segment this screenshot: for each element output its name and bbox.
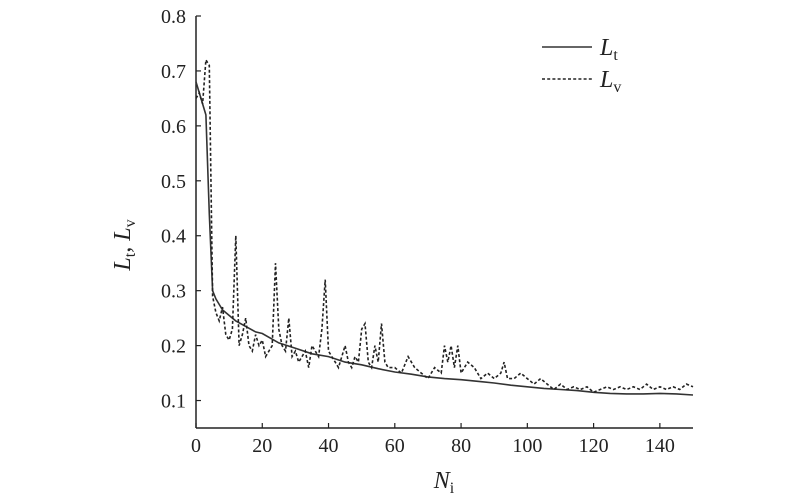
y-tick-label: 0.3 (161, 281, 186, 303)
x-tick-label: 0 (191, 435, 201, 457)
series-line-lt (195, 81, 694, 396)
y-ticks: 0.1 0.2 0.3 0.4 0.5 0.6 0.7 0.8 (161, 6, 201, 413)
x-ticks: 0 20 40 60 80 100 120 140 (191, 423, 675, 457)
legend-entry-lt: Lt (542, 35, 618, 64)
y-tick-label: 0.8 (161, 6, 186, 28)
x-axis-label: Ni (433, 468, 455, 497)
x-tick-label: 40 (319, 435, 339, 457)
y-axis-label-main-1: L (110, 257, 136, 271)
legend-entry-lv: Lv (542, 67, 621, 96)
y-axis-label: Lt, Lv (110, 219, 139, 271)
y-axis-label-sub-2: v (122, 219, 139, 227)
y-axis-label-main-2: L (110, 227, 136, 241)
legend-label-lt: Lt (599, 35, 618, 64)
x-tick-label: 60 (385, 435, 405, 457)
x-axis-label-main: N (433, 468, 452, 494)
series-line-lv (195, 57, 694, 394)
legend-label-lv: Lv (599, 67, 621, 96)
legend-label-lt-main: L (599, 35, 613, 61)
legend-label-lt-sub: t (613, 47, 618, 64)
y-tick-label: 0.7 (161, 61, 186, 83)
y-tick-label: 0.6 (161, 116, 186, 138)
legend-label-lv-sub: v (613, 79, 621, 96)
x-tick-label: 20 (252, 435, 272, 457)
x-tick-label: 100 (512, 435, 542, 457)
y-tick-label: 0.4 (161, 226, 186, 248)
y-axis-label-sep: , (110, 241, 136, 253)
x-axis-label-sub: i (450, 480, 455, 497)
x-tick-label: 140 (645, 435, 675, 457)
y-tick-label: 0.5 (161, 171, 186, 193)
legend-label-lv-main: L (599, 67, 613, 93)
y-axis-label-sub-1: t (122, 252, 139, 257)
x-tick-label: 120 (579, 435, 609, 457)
y-tick-label: 0.2 (161, 336, 186, 358)
legend: Lt Lv (542, 35, 621, 96)
y-tick-label: 0.1 (161, 391, 186, 413)
x-tick-label: 80 (451, 435, 471, 457)
